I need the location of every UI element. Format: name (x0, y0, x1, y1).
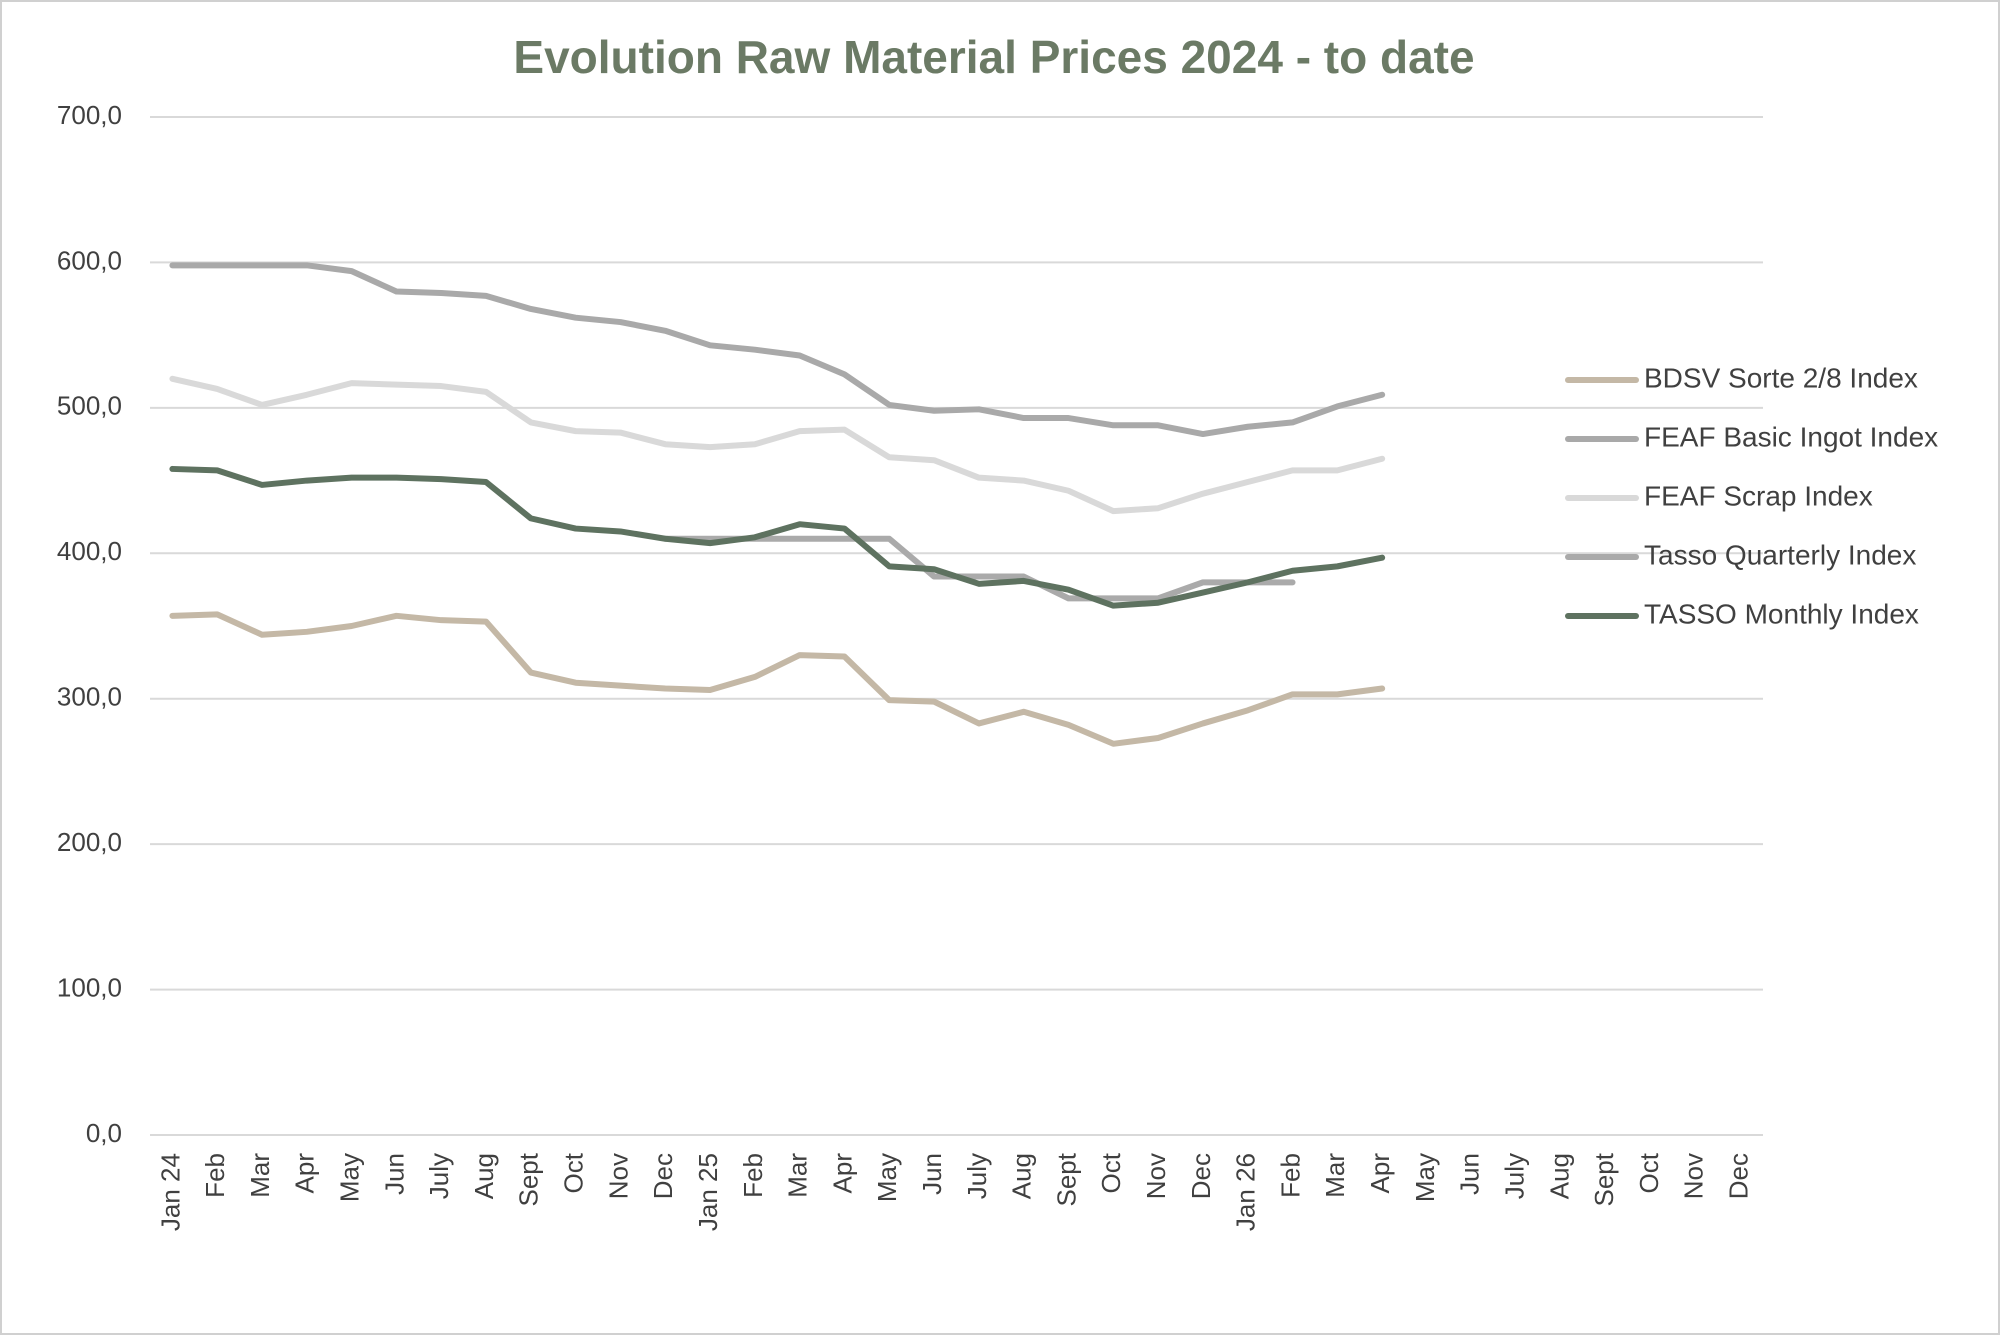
x-tick-label: Apr (827, 1153, 857, 1194)
x-tick-label: Apr (290, 1153, 320, 1194)
y-tick-label: 300,0 (57, 682, 122, 712)
x-tick-label: Apr (1365, 1153, 1395, 1194)
legend-label: TASSO Monthly Index (1644, 598, 1919, 629)
y-tick-label: 0,0 (86, 1118, 122, 1148)
y-tick-label: 700,0 (57, 100, 122, 130)
x-tick-label: Aug (1007, 1153, 1037, 1199)
y-tick-label: 200,0 (57, 827, 122, 857)
x-tick-label: Jan 25 (693, 1153, 723, 1231)
y-tick-label: 100,0 (57, 972, 122, 1002)
x-tick-label: Feb (738, 1153, 768, 1198)
series-line (169, 375, 1386, 515)
x-tick-label: July (424, 1153, 454, 1199)
x-tick-label: Jun (917, 1153, 947, 1195)
legend-label: FEAF Scrap Index (1644, 480, 1873, 511)
x-tick-label: Nov (603, 1153, 633, 1199)
series-line (169, 611, 1386, 747)
x-tick-label: Aug (469, 1153, 499, 1199)
series-line (169, 262, 1386, 438)
y-tick-label: 400,0 (57, 536, 122, 566)
x-tick-label: Jun (379, 1153, 409, 1195)
series-line (662, 535, 1296, 602)
x-tick-label: May (335, 1153, 365, 1202)
x-tick-label: Dec (1723, 1153, 1753, 1199)
x-tick-label: Jun (1455, 1153, 1485, 1195)
x-tick-label: Oct (559, 1152, 589, 1193)
x-tick-label: Mar (783, 1153, 813, 1198)
legend-label: BDSV Sorte 2/8 Index (1644, 362, 1918, 393)
x-tick-label: Jan 24 (155, 1153, 185, 1231)
x-tick-label: Feb (200, 1153, 230, 1198)
x-tick-label: May (1410, 1153, 1440, 1202)
x-tick-label: Feb (1275, 1153, 1305, 1198)
y-tick-label: 600,0 (57, 245, 122, 275)
x-tick-label: Oct (1096, 1152, 1126, 1193)
x-tick-label: May (872, 1153, 902, 1202)
y-tick-label: 500,0 (57, 391, 122, 421)
series-line (169, 465, 1386, 609)
x-tick-label: Sept (1589, 1152, 1619, 1206)
x-tick-label: Jan 26 (1231, 1153, 1261, 1231)
x-tick-label: Mar (245, 1153, 275, 1198)
x-tick-label: Dec (1186, 1153, 1216, 1199)
legend-label: FEAF Basic Ingot Index (1644, 421, 1938, 452)
x-tick-label: Sept (514, 1152, 544, 1206)
x-tick-label: Nov (1679, 1153, 1709, 1199)
x-tick-label: Nov (1141, 1153, 1171, 1199)
x-tick-label: Sept (1051, 1152, 1081, 1206)
chart-title: Evolution Raw Material Prices 2024 - to … (513, 31, 1474, 83)
x-tick-label: Aug (1544, 1153, 1574, 1199)
x-tick-label: Dec (648, 1153, 678, 1199)
x-tick-label: Oct (1634, 1152, 1664, 1193)
x-tick-label: Mar (1320, 1153, 1350, 1198)
x-tick-label: July (962, 1153, 992, 1199)
legend-label: Tasso Quarterly Index (1644, 539, 1916, 570)
x-tick-label: July (1499, 1153, 1529, 1199)
